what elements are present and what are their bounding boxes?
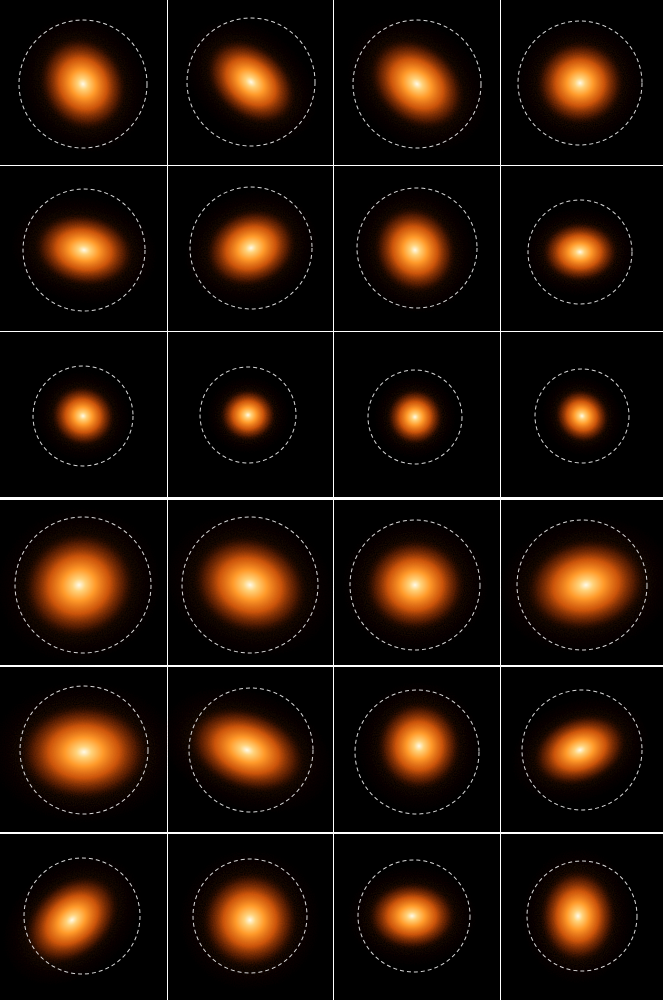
emission-core: [377, 702, 461, 790]
emission-core: [540, 870, 616, 962]
image-panel: [501, 332, 663, 497]
image-panel: [501, 166, 663, 331]
image-panel: [0, 166, 173, 331]
image-panel: [0, 820, 175, 1000]
image-panel: [137, 481, 364, 689]
emission-core: [202, 872, 298, 968]
emission-core: [542, 222, 618, 282]
image-panel: [334, 667, 500, 832]
image-panel: [168, 834, 333, 1000]
image-panel: [479, 496, 663, 674]
image-panel: [334, 834, 500, 1000]
emission-core: [536, 41, 624, 125]
emission-core: [20, 704, 148, 800]
image-panel: [334, 500, 500, 665]
image-panel: [161, 166, 341, 331]
image-panel: [334, 332, 500, 497]
page: (() => { const svg = document.getElement…: [0, 0, 663, 1000]
image-panel: [312, 0, 522, 187]
image-panel: [153, 0, 350, 178]
image-panel: [0, 332, 167, 497]
image-panel: [501, 834, 663, 1000]
image-panel: [135, 657, 359, 843]
image-mosaic: [0, 0, 663, 1000]
image-panel: [0, 0, 180, 184]
emission-core: [365, 539, 465, 631]
emission-core: [387, 389, 443, 445]
image-panel: [489, 667, 663, 832]
emission-core: [368, 882, 456, 950]
image-panel: [501, 0, 663, 165]
image-panel: [168, 332, 333, 497]
image-panel: [324, 157, 505, 343]
emission-core: [220, 389, 276, 441]
